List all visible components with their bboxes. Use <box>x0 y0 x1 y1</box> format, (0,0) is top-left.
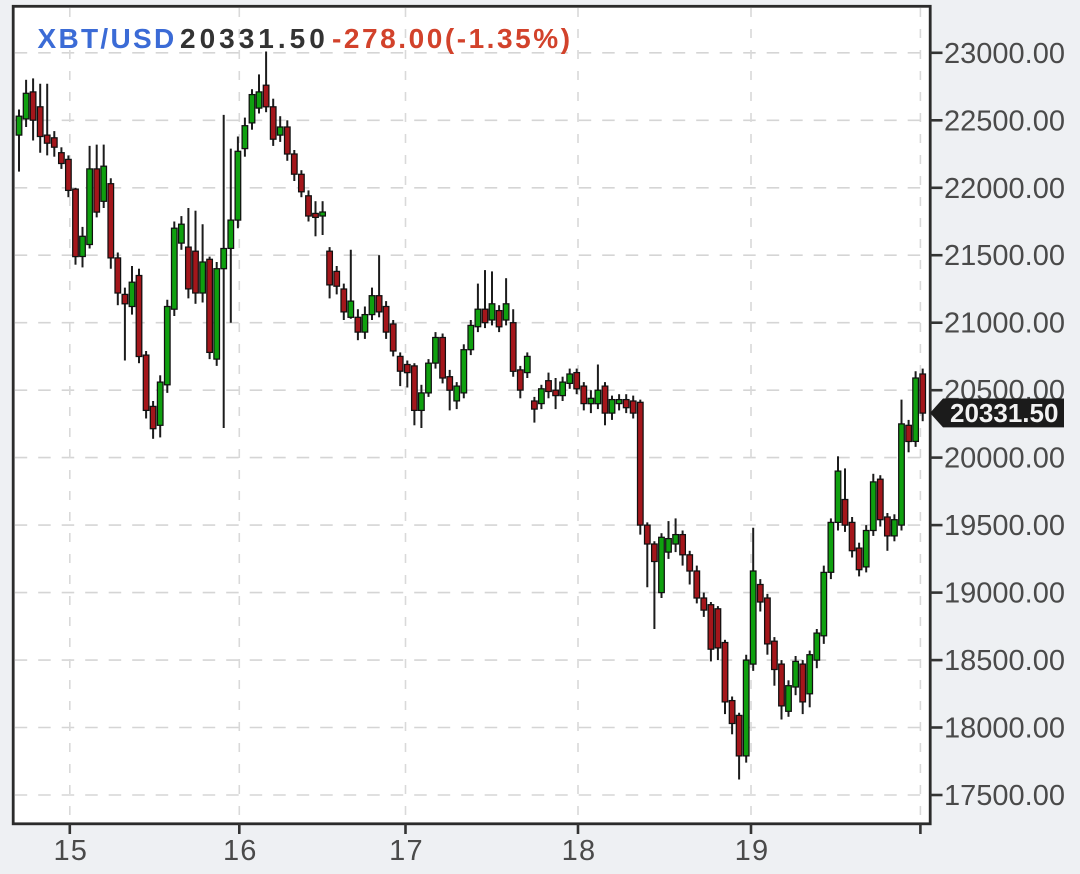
svg-text:15: 15 <box>53 835 88 867</box>
svg-text:21500.00: 21500.00 <box>944 240 1065 272</box>
svg-text:18: 18 <box>562 835 597 867</box>
svg-text:20331.50: 20331.50 <box>950 398 1058 428</box>
svg-text:19: 19 <box>735 835 770 867</box>
svg-text:19500.00: 19500.00 <box>944 510 1065 542</box>
svg-text:17500.00: 17500.00 <box>944 780 1065 812</box>
svg-text:19000.00: 19000.00 <box>944 578 1065 610</box>
svg-text:16: 16 <box>223 835 258 867</box>
svg-text:22000.00: 22000.00 <box>944 173 1065 205</box>
svg-text:18500.00: 18500.00 <box>944 645 1065 677</box>
svg-text:17: 17 <box>389 835 424 867</box>
svg-text:20000.00: 20000.00 <box>944 443 1065 475</box>
svg-text:23000.00: 23000.00 <box>944 38 1065 70</box>
svg-text:22500.00: 22500.00 <box>944 105 1065 137</box>
svg-text:21000.00: 21000.00 <box>944 308 1065 340</box>
svg-text:18000.00: 18000.00 <box>944 713 1065 745</box>
